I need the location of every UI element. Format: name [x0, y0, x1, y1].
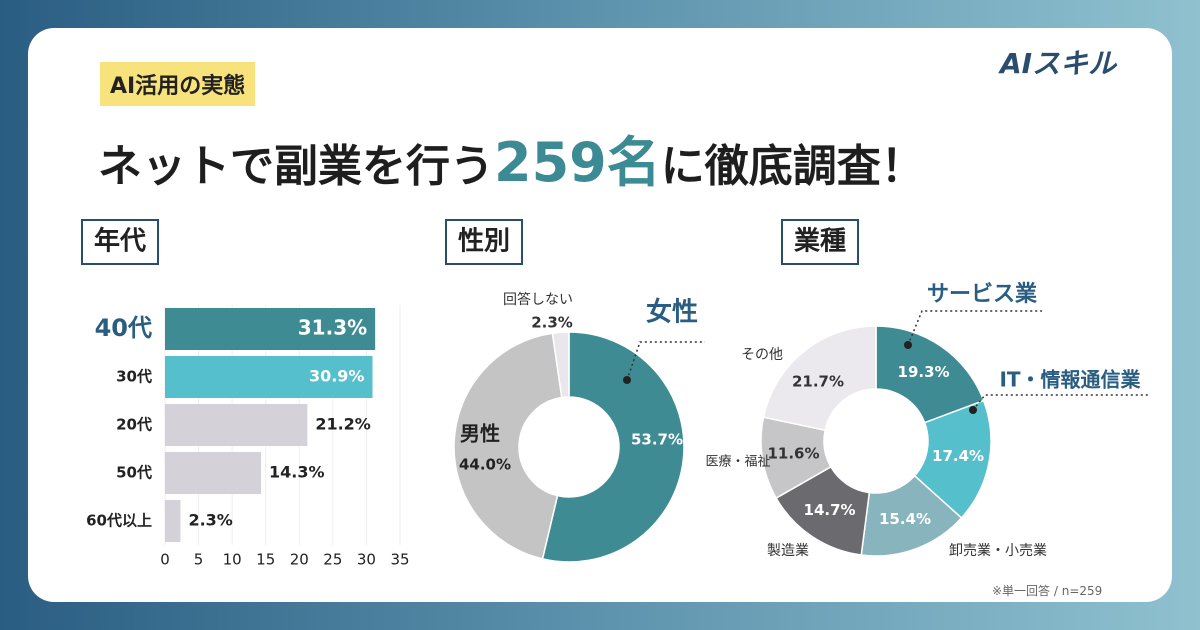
x-tick-label: 35 [390, 551, 409, 569]
x-tick-label: 10 [223, 551, 242, 569]
headline: ネットで副業を行う259名に徹底調査！ [98, 118, 925, 197]
x-tick-label: 0 [160, 551, 170, 569]
x-tick-label: 15 [256, 551, 275, 569]
chart-title: 業種 [794, 227, 846, 257]
category-label: 製造業 [767, 543, 809, 559]
value-label: 14.3% [269, 463, 325, 482]
y-tick-label: 60代以上 [86, 512, 152, 530]
chart-title: 年代 [94, 226, 146, 257]
brand: AIスキル [1000, 47, 1117, 80]
donut-slice [541, 331, 685, 563]
chart-title: 性別 [458, 227, 510, 257]
donut-slice [913, 399, 992, 519]
headline-text: に徹底調査！ [660, 141, 925, 192]
chart-title-box [445, 219, 524, 265]
bar [165, 356, 373, 398]
category-label: 卸売業・小売業 [949, 543, 1047, 559]
leader-dot [969, 406, 977, 414]
x-tick-label: 30 [357, 551, 376, 569]
x-tick-label: 20 [290, 551, 309, 569]
donut-slice [551, 331, 570, 399]
leader-line [907, 310, 1042, 346]
category-label: 男性 [460, 422, 500, 446]
value-label: 31.3% [298, 316, 367, 340]
bar [165, 452, 262, 494]
value-label: 30.9% [309, 367, 365, 386]
category-label: 回答しない [503, 291, 573, 308]
category-label: サービス業 [927, 282, 1038, 307]
bar [165, 404, 308, 446]
headline-text: ネットで副業を行う [98, 141, 494, 192]
donut-slice [453, 332, 563, 560]
y-tick-label: 30代 [116, 368, 152, 386]
value-label: 15.4% [879, 510, 931, 528]
note: ※単一回答 / n=259 [992, 584, 1103, 598]
value-label: 2.3% [531, 314, 573, 332]
category-label: 女性 [646, 297, 698, 328]
value-label: 2.3% [188, 511, 232, 530]
leader-line [626, 341, 705, 381]
value-label: 21.2% [315, 415, 371, 434]
bar [165, 308, 376, 350]
value-label: 19.3% [898, 363, 950, 381]
chart-title-box [81, 219, 160, 265]
category-label: IT・情報通信業 [999, 368, 1141, 392]
chart-title-box [781, 219, 860, 265]
y-tick-label: 50代 [116, 464, 152, 482]
value-label: 11.6% [767, 444, 819, 462]
value-label: 53.7% [631, 431, 683, 449]
category-label: その他 [741, 347, 783, 363]
leader-line [972, 394, 1150, 411]
value-label: 21.7% [792, 373, 844, 391]
category-label: 医療・福祉 [705, 455, 770, 470]
leader-dot [904, 341, 912, 349]
value-label: 14.7% [804, 501, 856, 519]
leader-dot [623, 376, 631, 384]
x-tick-label: 25 [323, 551, 342, 569]
y-tick-label: 20代 [116, 416, 152, 434]
y-tick-label: 40代 [95, 314, 152, 342]
x-tick-label: 5 [194, 551, 204, 569]
donut-slice [762, 325, 877, 432]
value-label: 17.4% [932, 447, 984, 465]
tag: AI活用の実態 [100, 62, 256, 106]
headline-number: 259名 [494, 131, 661, 194]
bar [165, 500, 181, 542]
donut-slice [875, 325, 985, 424]
value-label: 44.0% [459, 456, 511, 474]
